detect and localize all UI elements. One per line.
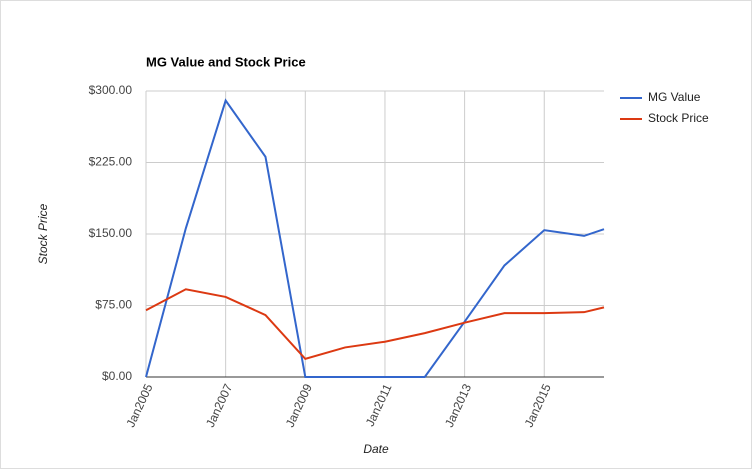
y-tick-label: $0.00 [102,369,132,383]
y-tick-label: $75.00 [95,298,132,312]
x-axis-label: Date [363,442,389,456]
chart-title: MG Value and Stock Price [146,54,306,69]
y-axis-label: Stock Price [36,203,50,264]
series-line [145,98,605,378]
legend-label: Stock Price [648,111,709,125]
y-tick-label: $150.00 [89,226,133,240]
legend-label: MG Value [648,90,701,104]
y-tick-label: $225.00 [89,155,133,169]
series-line [145,288,605,361]
y-tick-label: $300.00 [89,83,133,97]
